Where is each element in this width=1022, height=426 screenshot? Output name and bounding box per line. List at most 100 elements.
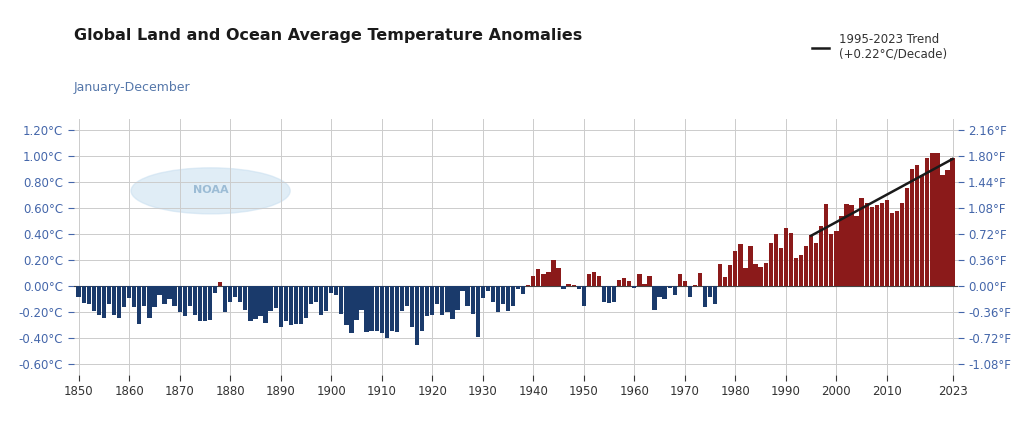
Bar — [576, 286, 580, 289]
Bar — [733, 251, 738, 286]
Bar — [875, 205, 879, 286]
Bar — [834, 231, 838, 286]
Bar — [440, 286, 445, 315]
Bar — [753, 264, 757, 286]
Bar — [288, 286, 293, 325]
Bar — [597, 276, 601, 286]
Bar — [809, 235, 814, 286]
Bar — [213, 286, 218, 293]
Bar — [592, 272, 596, 286]
Bar — [283, 286, 288, 321]
Bar — [935, 153, 939, 286]
Bar — [814, 243, 819, 286]
Bar — [470, 286, 475, 314]
Bar — [430, 286, 434, 315]
Bar — [274, 286, 278, 308]
Bar — [758, 267, 762, 286]
Bar — [537, 269, 541, 286]
Bar — [925, 158, 929, 286]
Bar — [304, 286, 308, 317]
Bar — [248, 286, 252, 321]
Bar — [794, 257, 798, 286]
Text: January-December: January-December — [74, 81, 190, 94]
Bar — [900, 203, 904, 286]
Bar — [309, 286, 313, 305]
Bar — [238, 286, 242, 302]
Bar — [207, 286, 213, 320]
Bar — [400, 286, 404, 311]
Bar — [511, 286, 515, 306]
Bar — [92, 286, 96, 311]
Bar — [97, 286, 101, 315]
Bar — [485, 286, 490, 291]
Bar — [844, 204, 848, 286]
Bar — [763, 263, 768, 286]
Bar — [587, 274, 591, 286]
Bar — [183, 286, 187, 316]
Bar — [111, 286, 117, 315]
Bar — [370, 286, 374, 331]
Bar — [259, 286, 263, 316]
Bar — [122, 286, 127, 307]
Bar — [895, 210, 899, 286]
Bar — [526, 285, 530, 286]
Bar — [293, 286, 298, 324]
Bar — [162, 286, 167, 305]
Bar — [314, 286, 318, 302]
Bar — [475, 286, 480, 337]
Bar — [628, 281, 632, 286]
Bar — [657, 286, 661, 296]
Bar — [698, 273, 702, 286]
Bar — [137, 286, 141, 324]
Bar — [804, 246, 808, 286]
Bar — [405, 286, 409, 306]
Bar — [854, 216, 858, 286]
Bar — [703, 286, 707, 307]
Bar — [350, 286, 354, 333]
Bar — [602, 286, 606, 302]
Bar — [930, 153, 934, 286]
Bar — [415, 286, 419, 345]
Bar — [642, 284, 647, 286]
Bar — [561, 286, 566, 289]
Bar — [662, 286, 666, 299]
Bar — [622, 278, 626, 286]
Bar — [547, 272, 551, 286]
Bar — [243, 286, 247, 310]
Bar — [178, 286, 182, 312]
Bar — [738, 245, 743, 286]
Bar — [157, 286, 161, 295]
Bar — [940, 176, 944, 286]
Bar — [420, 286, 424, 331]
Bar — [789, 233, 793, 286]
Bar — [501, 286, 505, 305]
Bar — [779, 248, 783, 286]
Bar — [910, 169, 915, 286]
Bar — [480, 286, 484, 298]
Bar — [890, 213, 894, 286]
Bar — [708, 286, 712, 296]
Bar — [344, 286, 349, 325]
Bar — [799, 255, 803, 286]
Bar — [142, 286, 146, 306]
Bar — [531, 276, 536, 286]
Bar — [566, 284, 571, 286]
Bar — [77, 286, 81, 296]
Bar — [491, 286, 495, 302]
Bar — [521, 286, 525, 294]
Bar — [374, 286, 379, 331]
Bar — [647, 276, 652, 286]
Bar — [920, 176, 925, 286]
Bar — [319, 286, 323, 315]
Bar — [329, 286, 333, 293]
Bar — [197, 286, 202, 321]
Bar — [617, 280, 621, 286]
Bar — [748, 246, 752, 286]
Bar — [880, 203, 884, 286]
Bar — [188, 286, 192, 306]
Bar — [460, 286, 465, 291]
Bar — [612, 286, 616, 302]
Bar — [839, 216, 843, 286]
Bar — [384, 286, 389, 338]
Bar — [607, 286, 611, 303]
